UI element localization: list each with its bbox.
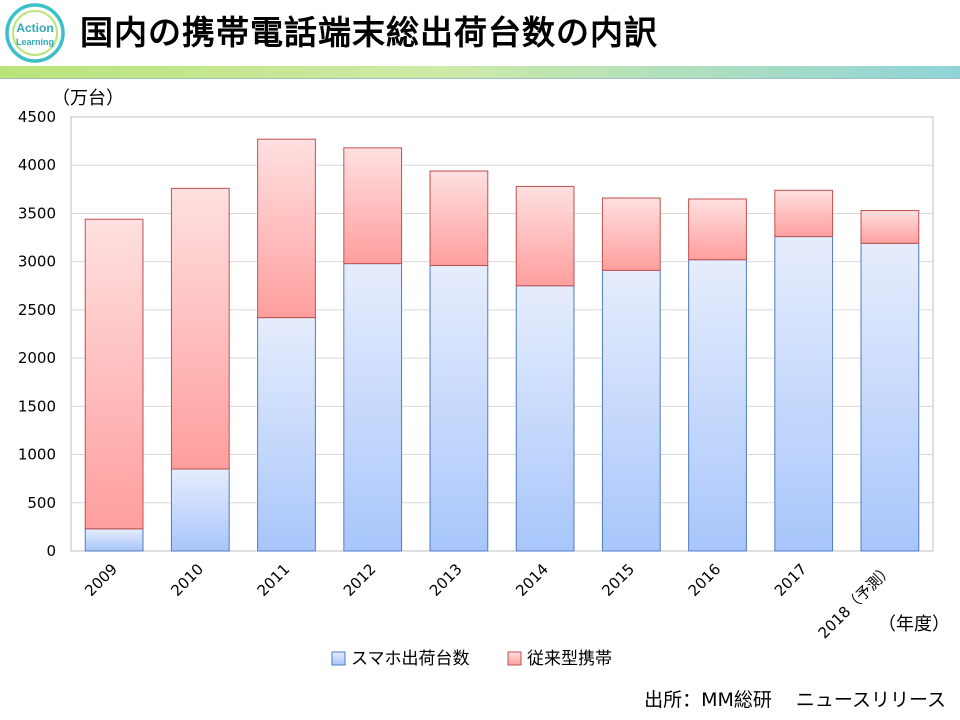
- action-learning-logo-icon: Action Learning: [5, 3, 65, 63]
- bar-smartphone: [515, 285, 575, 552]
- x-tick-label: 2015: [598, 560, 638, 600]
- x-tick-label: 2009: [81, 560, 121, 600]
- page-title: 国内の携帯電話端末総出荷台数の内訳: [80, 13, 658, 52]
- y-axis-label: （万台）: [52, 88, 124, 109]
- x-tick-label: 2014: [512, 560, 552, 600]
- y-tick-label: 500: [27, 494, 56, 512]
- source-suffix: ニュースリリース: [795, 689, 946, 711]
- y-tick-label: 2500: [18, 301, 56, 319]
- bar-smartphone: [84, 528, 144, 552]
- bar-feature-phone: [860, 210, 920, 244]
- bar-smartphone: [170, 468, 230, 552]
- legend-swatch-smartphone: [331, 651, 346, 666]
- x-tick-label: 2010: [167, 560, 207, 600]
- header: Action Learning 国内の携帯電話端末総出荷台数の内訳: [0, 0, 960, 84]
- y-tick-label: 2000: [18, 349, 56, 367]
- logo-text-learning: Learning: [16, 37, 54, 47]
- y-tick-label: 3000: [18, 253, 56, 271]
- bar-smartphone: [343, 263, 403, 552]
- bar-feature-phone: [601, 197, 661, 271]
- legend-swatch-feature-phone: [507, 651, 522, 666]
- y-tick-label: 1000: [18, 446, 56, 464]
- source-note: 出所：MM総研 ニュースリリース: [644, 685, 946, 712]
- legend-label: 従来型携帯: [527, 649, 612, 669]
- bar-feature-phone: [688, 198, 747, 261]
- legend: スマホ出荷台数 従来型携帯: [331, 649, 612, 669]
- bar-smartphone: [601, 269, 661, 552]
- bar-smartphone: [257, 317, 316, 552]
- bar-feature-phone: [515, 185, 575, 287]
- y-tick-label: 0: [46, 542, 56, 560]
- y-tick-label: 4500: [18, 108, 56, 126]
- bar-feature-phone: [84, 218, 144, 530]
- bar-feature-phone: [343, 147, 403, 265]
- x-axis-label: （年度）: [878, 614, 950, 635]
- bar-smartphone: [860, 242, 920, 552]
- y-tick-label: 4000: [18, 156, 56, 174]
- bar-smartphone: [688, 259, 747, 552]
- y-tick-label: 3500: [18, 204, 56, 222]
- title-underline-bar: [0, 66, 960, 79]
- x-tick-label: 2017: [771, 560, 811, 600]
- bar-feature-phone: [429, 170, 489, 267]
- logo-text-action: Action: [16, 21, 53, 35]
- legend-label: スマホ出荷台数: [351, 649, 470, 669]
- bar-feature-phone: [170, 187, 230, 470]
- x-tick-label: 2012: [340, 560, 380, 600]
- bar-feature-phone: [257, 138, 316, 319]
- x-tick-label: 2011: [254, 560, 294, 600]
- bar-smartphone: [429, 265, 489, 552]
- source-prefix: 出所：MM総研: [644, 689, 772, 711]
- y-tick-label: 1500: [18, 397, 56, 415]
- bar-feature-phone: [774, 189, 834, 238]
- bar-smartphone: [774, 236, 834, 552]
- x-tick-label: 2013: [426, 560, 466, 600]
- x-tick-label: 2016: [685, 560, 725, 600]
